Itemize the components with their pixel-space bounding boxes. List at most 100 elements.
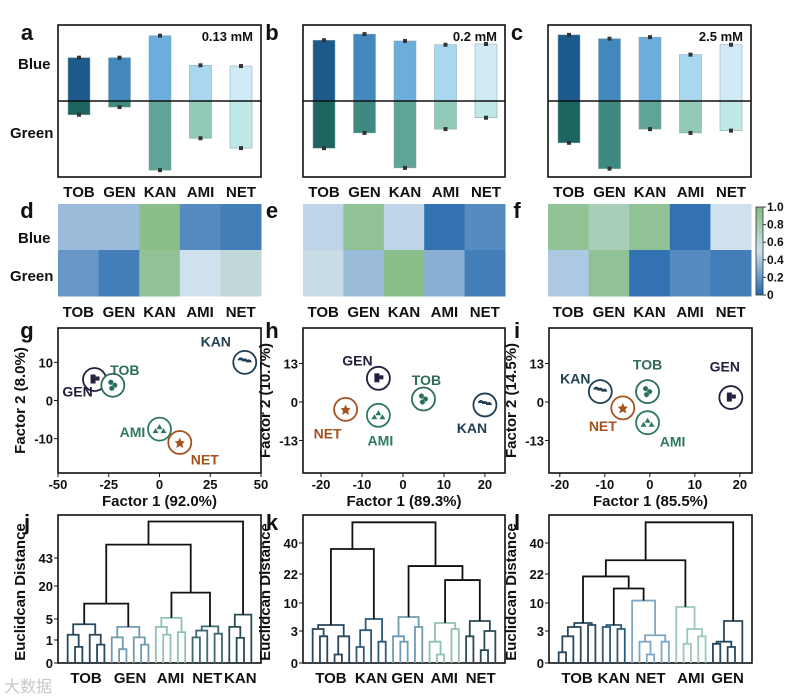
x-tick-label: -50 — [49, 477, 68, 492]
cluster-label-NET: NET — [314, 425, 342, 441]
dendrogram-branch-top — [330, 548, 375, 625]
dendrogram-branch-GEN — [132, 636, 146, 663]
bar-green-NET — [229, 100, 253, 149]
panel-letter-g: g — [20, 318, 33, 343]
marker-TOB — [107, 379, 118, 392]
x-tick-label: NET — [470, 304, 500, 321]
x-tick-label: GEN — [348, 184, 381, 201]
x-tick-label: GEN — [593, 184, 626, 201]
heatmap-cell-Blue-KAN — [383, 204, 425, 251]
bar-blue-AMI — [189, 65, 212, 102]
plot-frame-h — [302, 327, 506, 474]
marker-KAN — [593, 386, 608, 392]
heatmap-cell-Green-TOB — [58, 250, 100, 297]
half-circle-marker — [241, 358, 248, 362]
x-tick-label: AMI — [187, 184, 215, 201]
triangle-marker — [379, 414, 386, 420]
dendrogram-branch-GEN — [712, 642, 722, 663]
y-tick-label: -10 — [34, 432, 53, 447]
heatmap-cell-Green-TOB — [303, 250, 344, 297]
plot-frame-j — [57, 514, 262, 664]
triangle-marker — [648, 421, 655, 427]
dendrogram-branch-TOB — [319, 635, 329, 663]
x-tick-label: -25 — [99, 477, 118, 492]
cluster-label-NET: NET — [589, 418, 617, 434]
dendrogram-branch-top — [444, 579, 481, 623]
panel-letter-a: a — [21, 20, 34, 45]
dendrogram-branch-top — [147, 520, 244, 615]
heatmap-cell-Blue-GEN — [343, 204, 385, 251]
error-bar-blue-TOB — [567, 32, 571, 37]
triangle-marker — [371, 414, 378, 420]
bar-green-TOB — [557, 100, 581, 144]
heatmap-cell-Blue-TOB — [303, 204, 344, 251]
colorbar — [755, 206, 764, 296]
triangle-marker — [156, 424, 163, 430]
panel-letter-d: d — [20, 198, 33, 223]
dendrogram-branch-top — [351, 521, 437, 567]
bar-green-AMI — [679, 100, 702, 134]
x-tick-label: GEN — [103, 304, 136, 321]
bar-blue-KAN — [393, 40, 417, 102]
error-bar-green-KAN — [403, 165, 407, 170]
cluster-circle-KAN — [587, 379, 613, 405]
dendrogram-branch-GEN — [715, 640, 733, 647]
marker-TOB — [642, 385, 653, 398]
leaf-group-label: TOB — [315, 670, 347, 687]
dendrogram-branch-AMI — [160, 617, 183, 633]
row-label-blue: Blue — [18, 230, 51, 247]
dendrogram-branch-AMI — [450, 628, 460, 663]
triangle-marker — [375, 410, 382, 416]
dendrogram-branch-TOB — [557, 651, 567, 663]
error-bar-blue-NET — [484, 42, 488, 46]
cluster-label-TOB: TOB — [110, 362, 139, 378]
x-tick-label: KAN — [633, 304, 666, 321]
leaf-group-label: GEN — [711, 670, 744, 687]
y-tick-label: 0 — [291, 395, 298, 410]
x-tick-label: 50 — [254, 477, 268, 492]
marker-KAN — [477, 399, 492, 405]
x-tick-label: KAN — [144, 184, 177, 201]
dendrogram-branch-AMI — [435, 653, 446, 663]
dendrogram-branch-TOB — [566, 626, 582, 663]
x-tick-label: KAN — [388, 304, 421, 321]
error-bar-blue-TOB — [322, 38, 326, 43]
y-tick-label: 22 — [530, 567, 544, 582]
bar-green-AMI — [434, 100, 457, 130]
x-tick-label: NET — [226, 304, 256, 321]
y-tick-label: 0 — [46, 656, 53, 671]
leaf-group-label: NET — [466, 670, 496, 687]
x-tick-label: NET — [471, 184, 501, 201]
x-tick-label: 25 — [203, 477, 217, 492]
leaf-group-label: AMI — [157, 670, 185, 687]
colorbar-tick-label: 0.4 — [767, 253, 784, 267]
bar-green-TOB — [67, 100, 91, 115]
dendrogram-branch-GEN — [726, 646, 736, 663]
cluster-circle-KAN — [472, 392, 498, 418]
heatmap-cell-Blue-GEN — [588, 204, 630, 251]
half-circle-marker — [593, 386, 600, 390]
dendrogram-branch-KAN — [616, 628, 626, 663]
dendrogram-branch-GEN — [399, 640, 409, 663]
half-circle-marker — [481, 400, 488, 404]
x-tick-label: AMI — [432, 184, 460, 201]
x-tick-label: TOB — [553, 184, 585, 201]
dendrogram-branch-KAN — [355, 646, 365, 663]
triangle-marker — [640, 421, 647, 427]
x-tick-label: 10 — [688, 477, 702, 492]
dendrogram-branch-top — [407, 565, 464, 617]
dendrogram-branch-GEN — [392, 635, 405, 663]
square-marker — [731, 394, 736, 399]
bar-green-NET — [719, 100, 743, 131]
y-tick-label: 20 — [39, 579, 53, 594]
error-bar-green-GEN — [362, 130, 367, 135]
y-axis-title: Euclidcan Distance — [12, 523, 29, 661]
dendrogram-branch-KAN — [377, 640, 387, 663]
dendrogram-branch-TOB — [66, 633, 80, 663]
error-bar-blue-GEN — [362, 32, 367, 37]
y-axis-title: Factor 2 (14.5%) — [503, 343, 520, 458]
colorbar-tick-label: 1.0 — [767, 200, 784, 214]
error-bar-blue-KAN — [403, 38, 407, 43]
cluster-label-GEN: GEN — [710, 359, 740, 375]
